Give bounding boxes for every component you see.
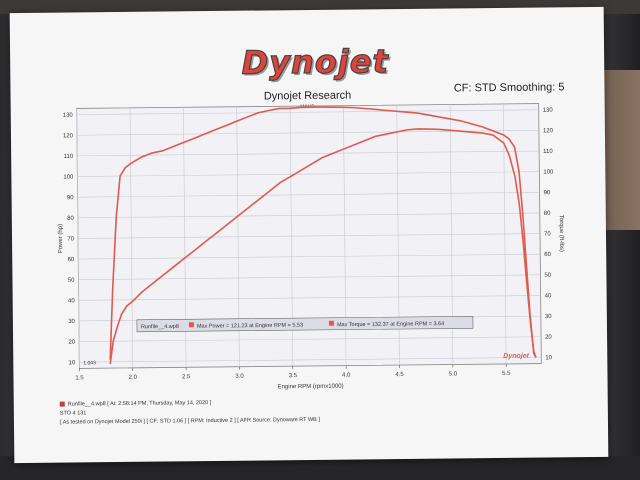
legend-run-label: Runfile__4.wp8	[141, 324, 179, 330]
y-left-tick-label: 60	[68, 257, 75, 263]
y-right-tick-label: 10	[545, 355, 552, 361]
legend-box	[136, 315, 474, 333]
y-right-tick-label: 60	[544, 252, 551, 258]
y-left-tick-label: 20	[68, 340, 75, 346]
x-tick-label: 1.5	[75, 375, 84, 381]
y-left-tick-label: 90	[67, 195, 74, 201]
y-grid-line	[79, 336, 542, 342]
x-tick-label: 4.5	[395, 372, 404, 378]
legend-entry-max-torque: Max Torque = 132.37 at Engine RPM = 3.64	[337, 321, 444, 328]
x-tick-label: 4.0	[342, 373, 351, 379]
y-right-tick-label: 120	[543, 128, 554, 134]
legend-swatch	[188, 322, 194, 328]
x-tick-label: 3.0	[235, 374, 244, 380]
y-left-tick-label: 100	[63, 175, 74, 181]
y-grid-line	[79, 357, 542, 363]
y-grid-line	[78, 233, 541, 239]
x-axis-label: Engine RPM (rpmx1000)	[278, 384, 344, 391]
y-left-tick-label: 40	[68, 298, 75, 304]
x-tick-label: 2.5	[182, 374, 191, 380]
y-grid-line	[78, 295, 541, 301]
x-tick-label: 5.0	[449, 371, 458, 377]
y-grid-line	[77, 171, 540, 177]
y-grid-line	[78, 253, 541, 260]
y-left-tick-label: 120	[63, 133, 74, 139]
y-grid-line	[78, 274, 541, 280]
y-left-tick-label: 80	[67, 216, 74, 222]
y-right-tick-label: 20	[545, 335, 552, 341]
y-grid-line	[77, 212, 540, 219]
legend-swatch	[328, 320, 334, 326]
dyno-sheet: Dynojet Dynojet Research MAHD CF: STD Sm…	[9, 6, 609, 464]
y-right-tick-label: 30	[545, 314, 552, 320]
y-left-tick-label: 110	[64, 154, 74, 160]
y-right-axis-label: Torque (ft-lbs)	[558, 215, 564, 252]
y-left-tick-label: 30	[68, 319, 75, 325]
chart-watermark: Dynojet	[503, 353, 529, 360]
x-tick-label: 2.0	[129, 375, 138, 381]
series-line-max-torque	[109, 106, 537, 360]
y-right-tick-label: 70	[544, 231, 551, 237]
y-left-tick-label: 10	[69, 360, 76, 366]
y-grid-line	[76, 109, 539, 115]
y-right-tick-label: 50	[544, 273, 551, 279]
corner-value-label: 1.043	[83, 360, 96, 366]
y-left-tick-label: 130	[63, 113, 74, 119]
y-right-tick-label: 110	[543, 149, 553, 155]
run-footer: Runfile__4.wp8 [ At: 2:58:14 PM, Thursda…	[59, 398, 320, 428]
x-tick-label: 3.5	[289, 373, 298, 379]
y-grid-line	[77, 150, 540, 157]
y-left-axis-label: Power (hp)	[58, 224, 64, 253]
y-right-tick-label: 100	[543, 170, 554, 176]
series-line-max-power	[109, 128, 537, 365]
series-color-swatch	[59, 401, 65, 407]
y-grid-line	[77, 192, 540, 198]
y-left-tick-label: 70	[67, 236, 74, 242]
y-right-tick-label: 80	[544, 211, 551, 217]
dyno-chart: 1.5 2.0 2.5 3.0 3.5 4.0 4.5 5.0 5.5 10 20 30 40 50 60 7…	[58, 103, 564, 391]
y-right-tick-label: 40	[545, 293, 552, 299]
legend-entry-max-power: Max Power = 121.23 at Engine RPM = 5.53	[197, 323, 303, 330]
x-tick-label: 5.5	[502, 371, 511, 377]
y-left-tick-label: 50	[68, 278, 75, 284]
y-right-tick-label: 130	[543, 108, 554, 114]
footer-run-text: Runfile__4.wp8 [ At: 2:58:14 PM, Thursda…	[67, 400, 212, 408]
y-right-tick-label: 90	[544, 190, 551, 196]
